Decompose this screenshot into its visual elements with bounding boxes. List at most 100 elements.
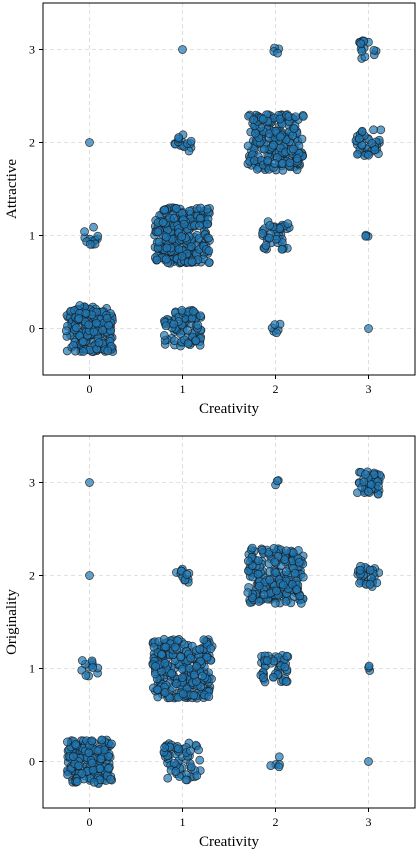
y-tick-label: 1 bbox=[29, 229, 35, 243]
data-point bbox=[282, 651, 292, 661]
data-point bbox=[104, 751, 113, 761]
data-point bbox=[71, 323, 81, 333]
data-point bbox=[189, 691, 199, 700]
data-point bbox=[243, 141, 253, 151]
data-point bbox=[281, 546, 291, 556]
data-point bbox=[160, 658, 170, 668]
data-point bbox=[251, 128, 260, 138]
data-point bbox=[270, 159, 280, 168]
data-point bbox=[160, 743, 169, 752]
data-point bbox=[269, 544, 279, 553]
data-point bbox=[289, 124, 299, 134]
data-point bbox=[157, 650, 166, 659]
chart-originality-y-ticks: 0 1 2 3 bbox=[29, 476, 43, 769]
data-point bbox=[278, 580, 288, 590]
data-point bbox=[104, 764, 113, 773]
y-tick-label: 0 bbox=[29, 755, 35, 769]
data-point bbox=[172, 679, 181, 689]
data-point bbox=[281, 567, 291, 577]
data-point bbox=[366, 480, 376, 489]
data-point bbox=[270, 598, 280, 608]
data-point bbox=[202, 219, 212, 229]
y-tick-label: 3 bbox=[29, 476, 35, 490]
data-point bbox=[107, 739, 116, 749]
chart-originality-x-axis-label: Creativity bbox=[199, 834, 259, 850]
data-point bbox=[103, 346, 113, 356]
data-point bbox=[88, 765, 98, 775]
data-point bbox=[272, 586, 281, 596]
chart-attractive-x-ticks: 0 1 2 3 bbox=[87, 375, 372, 396]
data-point bbox=[174, 244, 184, 254]
data-point bbox=[356, 39, 366, 49]
data-point bbox=[283, 219, 293, 228]
data-point bbox=[263, 156, 273, 165]
data-point bbox=[183, 325, 192, 335]
data-point bbox=[186, 136, 196, 146]
data-point bbox=[173, 744, 183, 754]
data-point bbox=[75, 301, 85, 310]
data-point bbox=[161, 321, 171, 331]
data-point bbox=[370, 145, 380, 155]
data-point bbox=[364, 324, 373, 333]
data-point bbox=[176, 652, 186, 662]
data-point bbox=[178, 689, 188, 699]
data-point bbox=[177, 251, 187, 261]
x-tick-label: 2 bbox=[273, 815, 279, 829]
data-point bbox=[355, 134, 364, 143]
data-point bbox=[364, 757, 373, 766]
data-point bbox=[265, 575, 275, 585]
y-tick-label: 1 bbox=[29, 662, 35, 676]
x-tick-label: 2 bbox=[273, 382, 279, 396]
data-point bbox=[93, 231, 103, 241]
data-point bbox=[91, 318, 101, 328]
data-point bbox=[151, 661, 160, 671]
data-point bbox=[204, 692, 214, 702]
data-point bbox=[297, 134, 307, 144]
data-point bbox=[88, 663, 98, 672]
y-tick-label: 3 bbox=[29, 43, 35, 57]
data-point bbox=[63, 770, 72, 780]
data-point bbox=[93, 746, 103, 756]
data-point bbox=[102, 313, 112, 323]
data-point bbox=[294, 557, 304, 567]
data-point bbox=[189, 670, 199, 680]
data-point bbox=[195, 221, 204, 231]
data-point bbox=[254, 581, 264, 591]
data-point bbox=[186, 762, 196, 772]
data-point bbox=[265, 221, 275, 230]
data-point bbox=[357, 46, 367, 56]
chart-attractive-y-axis-label: Attractive bbox=[4, 159, 20, 219]
data-point bbox=[272, 476, 282, 486]
data-point bbox=[61, 326, 71, 336]
data-point bbox=[281, 677, 291, 686]
data-point bbox=[186, 242, 196, 251]
data-point bbox=[243, 588, 253, 597]
y-tick-label: 0 bbox=[29, 322, 35, 336]
data-point bbox=[277, 244, 287, 254]
data-point bbox=[169, 319, 179, 329]
data-point bbox=[89, 777, 99, 787]
data-point bbox=[292, 154, 302, 163]
data-point bbox=[299, 112, 308, 121]
data-point bbox=[181, 775, 191, 785]
data-point bbox=[74, 761, 84, 771]
y-tick-label: 2 bbox=[29, 569, 35, 583]
data-point bbox=[291, 112, 300, 122]
data-point bbox=[159, 635, 169, 644]
data-point bbox=[89, 327, 99, 337]
data-point bbox=[204, 246, 214, 256]
data-point bbox=[81, 308, 91, 318]
data-point bbox=[158, 218, 168, 227]
data-point bbox=[258, 114, 268, 124]
data-point bbox=[178, 45, 187, 54]
data-point bbox=[262, 656, 272, 666]
data-point bbox=[281, 597, 291, 606]
data-point bbox=[84, 320, 94, 330]
data-point bbox=[252, 164, 262, 174]
data-point bbox=[270, 557, 280, 567]
data-point bbox=[290, 568, 300, 578]
data-point bbox=[265, 233, 274, 243]
data-point bbox=[365, 579, 375, 589]
data-point bbox=[161, 232, 171, 242]
chart-attractive: 0 1 2 3 0 1 2 3 Creativity Attractive bbox=[4, 2, 416, 417]
